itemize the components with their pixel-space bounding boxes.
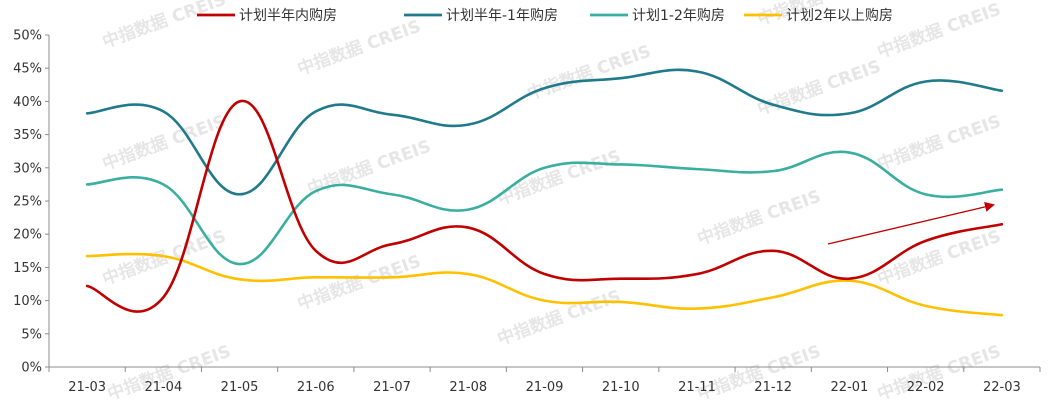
watermark-text: 中指数据 CREIS	[525, 41, 654, 105]
x-tick-label: 22-03	[983, 380, 1021, 395]
watermark-text: 中指数据 CREIS	[495, 146, 624, 210]
y-tick-label: 40%	[13, 95, 42, 110]
x-tick-label: 22-01	[831, 380, 869, 395]
series-line-2	[85, 68, 1004, 196]
legend-label-4: 计划2年以上购房	[786, 8, 893, 24]
y-tick-label: 45%	[13, 62, 42, 77]
x-tick-label: 21-12	[754, 380, 792, 395]
x-tick-label: 21-07	[373, 380, 411, 395]
y-tick-label: 10%	[13, 294, 42, 309]
y-tick-label: 20%	[13, 228, 42, 243]
series-line-4	[85, 252, 1004, 317]
watermark-text: 中指数据 CREIS	[695, 341, 824, 405]
x-tick-label: 21-08	[449, 380, 487, 395]
axes: 0% 5% 10% 15% 20% 25% 30% 35% 40% 45% 50% 21-03 21-0…	[13, 29, 1041, 395]
legend-label-3: 计划1-2年购房	[632, 8, 725, 24]
x-tick-label: 21-09	[526, 380, 564, 395]
x-tick-label: 22-02	[907, 380, 945, 395]
watermark-text: 中指数据 CREIS	[100, 226, 229, 290]
series-layer	[85, 68, 1004, 317]
legend: 计划半年内购房 计划半年-1年购房 计划1-2年购房 计划2年以上购房	[197, 8, 893, 24]
series-line-3	[85, 150, 1004, 266]
y-tick-label: 30%	[13, 161, 42, 176]
x-tick-label: 21-10	[602, 380, 640, 395]
watermark-text: 中指数据 CREIS	[495, 286, 624, 350]
watermark-text: 中指数据 CREIS	[295, 16, 424, 80]
watermark-text: 中指数据 CREIS	[875, 341, 1004, 405]
watermark-text: 中指数据 CREIS	[875, 111, 1004, 175]
annotation-layer	[827, 201, 995, 245]
watermark-text: 中指数据 CREIS	[100, 0, 229, 53]
x-tick-label: 21-03	[68, 380, 106, 395]
legend-label-1: 计划半年内购房	[239, 8, 337, 24]
trend-arrow	[827, 201, 995, 245]
watermark-text: 中指数据 CREIS	[295, 251, 424, 315]
x-tick-label: 21-11	[678, 380, 716, 395]
watermark-text: 中指数据 CREIS	[105, 341, 234, 405]
y-tick-label: 25%	[13, 195, 42, 210]
x-tick-label: 21-06	[297, 380, 335, 395]
watermark-layer: 中指数据 CREIS 中指数据 CREIS 中指数据 CREIS 中指数据 CREIS…	[100, 0, 1004, 405]
x-tick-label: 21-04	[144, 380, 182, 395]
watermark-text: 中指数据 CREIS	[875, 0, 1004, 63]
y-tick-label: 35%	[13, 128, 42, 143]
y-tick-label: 15%	[13, 261, 42, 276]
watermark-text: 中指数据 CREIS	[695, 186, 824, 250]
series-line-1	[85, 100, 1004, 313]
y-tick-label: 5%	[21, 327, 42, 342]
x-tick-label: 21-05	[221, 380, 259, 395]
y-tick-label: 0%	[21, 361, 42, 376]
y-tick-label: 50%	[13, 29, 42, 44]
legend-label-2: 计划半年-1年购房	[446, 8, 558, 24]
